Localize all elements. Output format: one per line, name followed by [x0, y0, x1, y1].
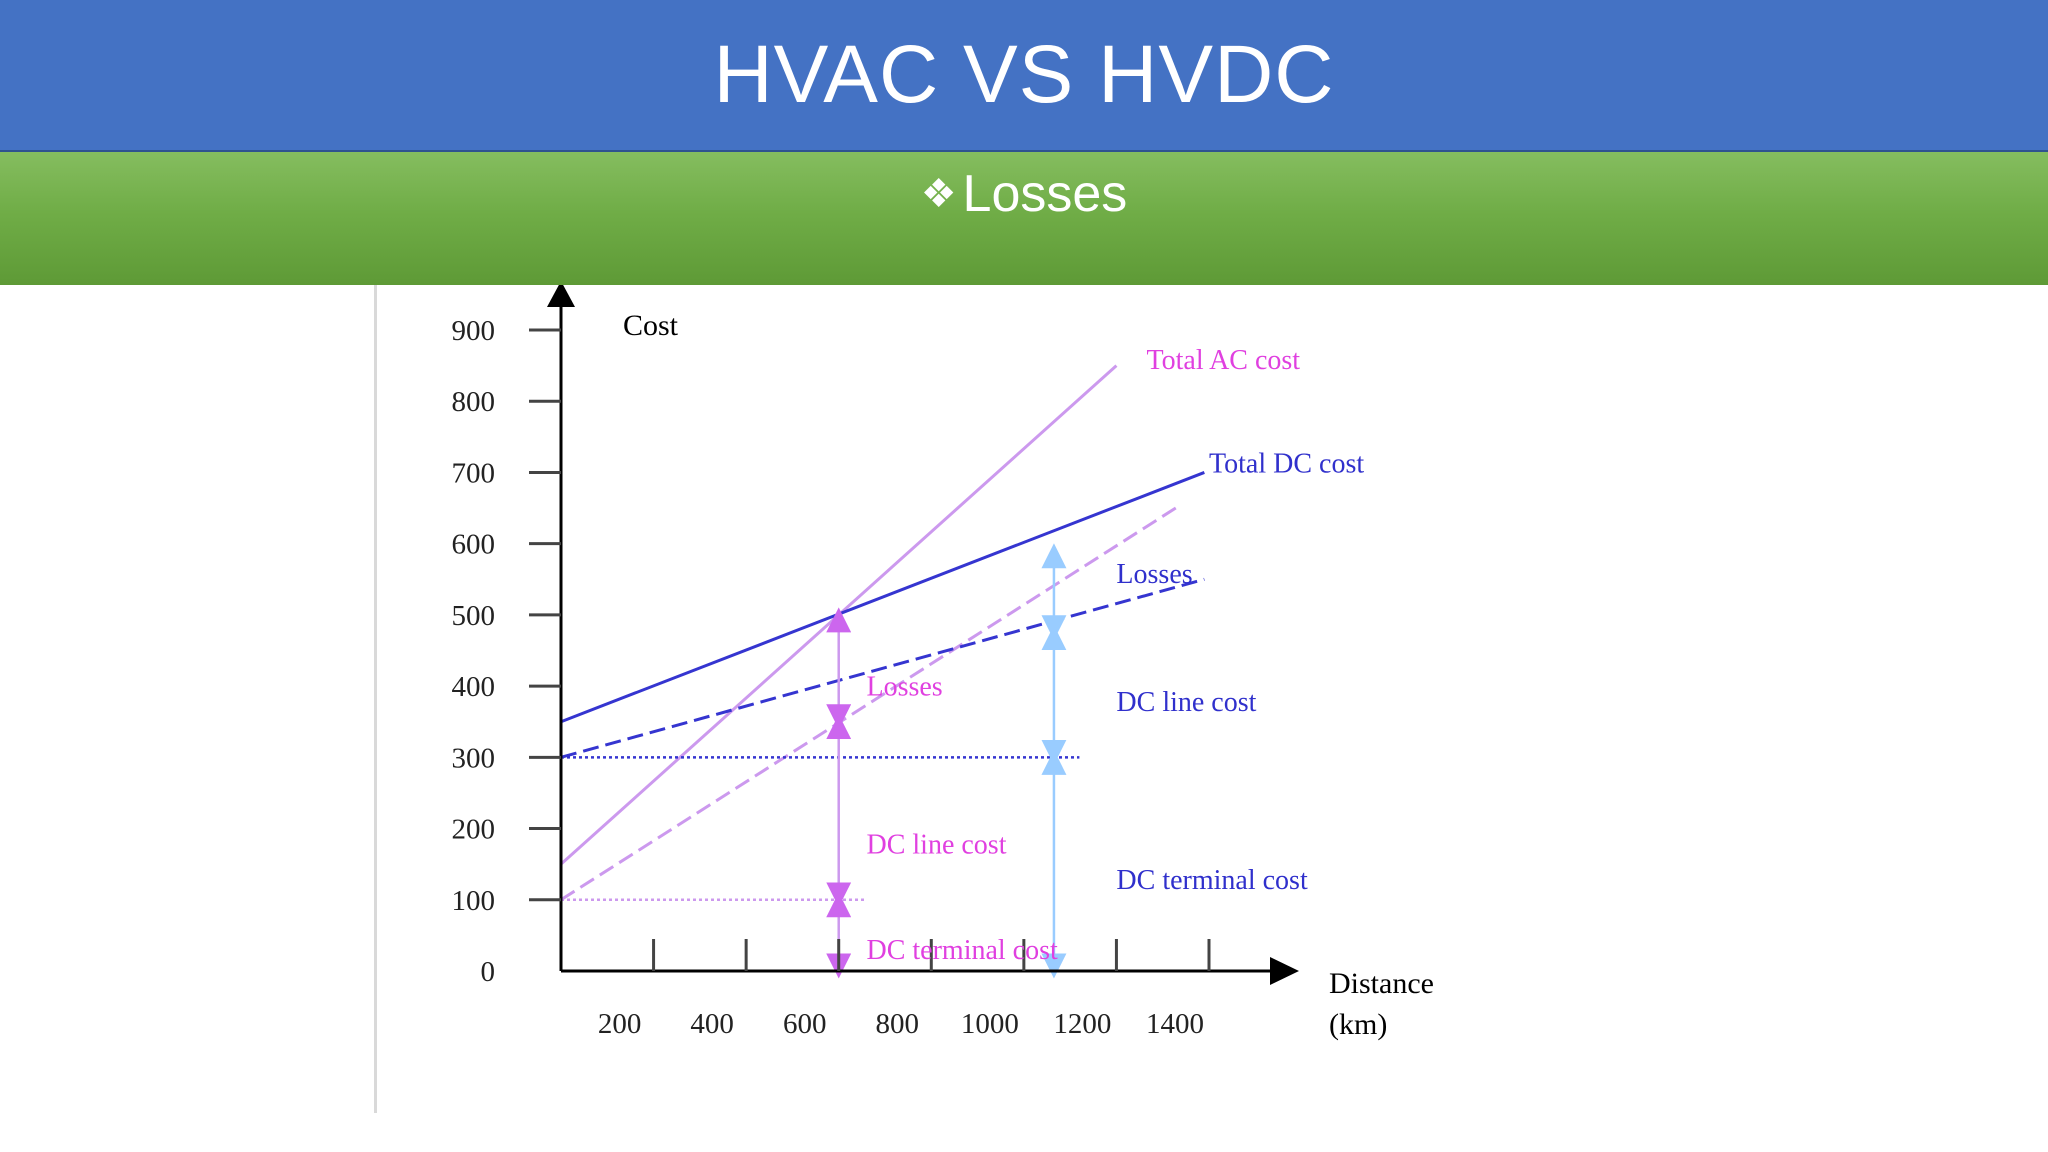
y-tick-label-0: 0 [481, 956, 496, 988]
y-tick-label-600: 600 [452, 529, 496, 561]
slide-title: HVAC VS HVDC [713, 29, 1335, 120]
y-axis-arrow-icon [547, 281, 575, 307]
x-axis-unit: (km) [1329, 1008, 1387, 1041]
title-bar: HVAC VS HVDC [0, 0, 2048, 152]
y-axis-label: Cost [623, 309, 679, 342]
chart-label-total-ac-cost-0: Total AC cost [1147, 345, 1301, 376]
x-tick-label-400: 400 [690, 1008, 734, 1040]
y-tick-label-900: 900 [452, 315, 496, 347]
x-tick-label-1000: 1000 [961, 1008, 1019, 1040]
chart-label-dc-terminal-cost-7: DC terminal cost [866, 935, 1058, 966]
y-tick-label-400: 400 [452, 671, 496, 703]
series-line-total-dc-cost [560, 471, 1205, 724]
bullet-line: ❖ Losses [921, 164, 1128, 224]
subtitle-bar: ❖ Losses [0, 152, 2048, 285]
bullet-text: Losses [962, 165, 1128, 223]
x-tick-label-1400: 1400 [1146, 1008, 1204, 1040]
chart-label-total-dc-cost-1: Total DC cost [1209, 448, 1364, 479]
y-tick-label-500: 500 [452, 600, 496, 632]
chart-label-losses-3: Losses [866, 671, 942, 702]
y-tick-label-700: 700 [452, 457, 496, 489]
chart-label-dc-terminal-cost-6: DC terminal cost [1116, 865, 1308, 896]
x-axis-label: Distance [1329, 967, 1434, 1000]
y-tick-label-200: 200 [452, 814, 496, 846]
chart-label-dc-line-cost-4: DC line cost [1116, 687, 1256, 718]
cost-distance-chart: Cost Distance (km) 900 800 700 600 500 400 300 20… [452, 281, 1434, 1041]
series-line-ac-losses [560, 503, 1183, 902]
x-tick-label-600: 600 [783, 1008, 827, 1040]
y-tick-label-800: 800 [452, 386, 496, 418]
chart-label-losses-2: Losses [1116, 559, 1192, 590]
diamond-bullet-icon: ❖ [920, 172, 957, 216]
y-tick-label-100: 100 [452, 885, 496, 917]
x-tick-label-200: 200 [598, 1008, 642, 1040]
series-line-dc-losses [560, 577, 1205, 759]
x-tick-label-1200: 1200 [1053, 1008, 1111, 1040]
chart-label-dc-line-cost-5: DC line cost [866, 829, 1006, 860]
chart-frame: Cost Distance (km) 900 800 700 600 500 400 300 20… [374, 281, 1541, 1113]
x-axis-arrow-icon [1270, 957, 1299, 985]
y-tick-label-300: 300 [452, 742, 496, 774]
x-tick-label-800: 800 [876, 1008, 920, 1040]
